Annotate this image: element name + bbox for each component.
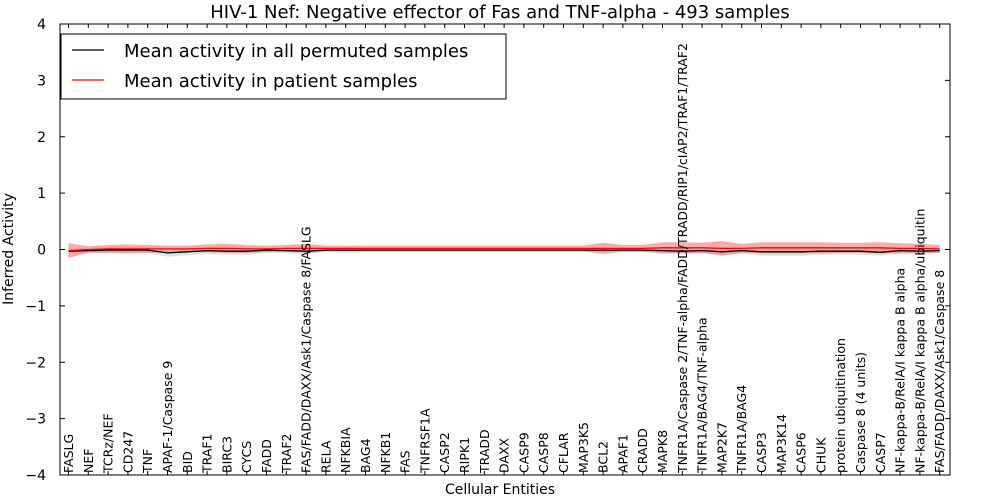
x-tick-label: NFKB1: [378, 432, 393, 473]
series-line-1: [68, 247, 940, 252]
x-tick-label: CASP9: [516, 432, 531, 473]
y-tick-label: −3: [25, 412, 46, 428]
x-tick-label: CASP2: [437, 432, 452, 473]
y-tick-label: 3: [37, 73, 46, 89]
x-tick-label: TNFR1A/Caspase 2/TNF-alpha/FADD/TRADD/RI…: [675, 43, 690, 474]
x-tick-label: TRAF1: [200, 433, 215, 474]
legend: Mean activity in all permuted samples Me…: [60, 33, 507, 100]
legend-label-permuted: Mean activity in all permuted samples: [124, 41, 468, 62]
x-tick-label: FAS: [398, 450, 413, 473]
series-layer: [68, 247, 940, 254]
x-tick-label: BID: [180, 451, 195, 473]
y-tick-label: 4: [37, 17, 46, 33]
x-tick-label: BCL2: [596, 441, 611, 473]
x-tick-label: FAS/FADD/DAXX/Ask1/Caspase 8/FASLG: [299, 226, 314, 473]
x-tick-layer: [68, 24, 941, 475]
x-tick-label: NEF: [81, 449, 96, 473]
x-tick-label: CFLAR: [556, 432, 571, 473]
series-line-0: [68, 249, 940, 254]
y-axis-label: Inferred Activity: [1, 193, 17, 305]
x-tick-label: DAXX: [497, 437, 512, 473]
x-tick-label: Caspase 8 (4 units): [853, 352, 868, 473]
x-tick-label-layer: FASLG NEF TCRz/NEF CD247 TNF APAF-1/Caspase 9…: [61, 43, 947, 474]
x-tick-label: TNFR1A/BAG4/TNF-alpha: [695, 317, 710, 474]
x-tick-label: MAP3K14: [774, 414, 789, 473]
x-tick-label: APAF-1/Caspase 9: [160, 361, 175, 473]
y-tick-layer: 4 3 2 1 0 −1 −2 −3 −4: [25, 17, 950, 484]
x-tick-label: APAF1: [615, 434, 630, 473]
x-tick-label: FASLG: [61, 434, 76, 473]
y-tick-label: −2: [25, 355, 46, 371]
x-tick-label: FAS/FADD/DAXX/Ask1/Caspase 8: [932, 270, 947, 473]
x-tick-label: CASP3: [754, 432, 769, 473]
legend-label-patient: Mean activity in patient samples: [124, 71, 418, 92]
x-tick-label: RIPK1: [457, 437, 472, 473]
x-tick-label: CASP8: [536, 432, 551, 473]
x-tick-label: CD247: [120, 431, 135, 473]
x-tick-label: NF-kappa-B/RelA/I kappa B alpha/ubiquiti…: [912, 209, 927, 473]
y-tick-label: −1: [25, 299, 46, 315]
x-tick-label: TNFR1A/BAG4: [734, 385, 749, 474]
legend-frame: [60, 33, 507, 100]
x-axis-label: Cellular Entities: [445, 482, 555, 498]
x-tick-label: TNF: [140, 449, 155, 474]
x-tick-label: CYCS: [239, 441, 254, 473]
x-tick-label: CHUK: [813, 437, 828, 473]
x-tick-label: TRADD: [477, 429, 492, 474]
x-tick-label: TNFRSF1A: [417, 408, 432, 474]
y-tick-label: 2: [37, 130, 46, 146]
x-tick-label: MAPK8: [655, 430, 670, 473]
x-tick-label: CASP6: [794, 432, 809, 473]
x-tick-label: MAP2K7: [714, 422, 729, 473]
x-tick-label: CASP7: [873, 432, 888, 473]
x-tick-label: RELA: [318, 440, 333, 473]
x-tick-label: TRAF2: [279, 433, 294, 474]
x-tick-label: NFKBIA: [338, 427, 353, 473]
plot-area-frame: [59, 23, 951, 476]
y-tick-label: 1: [37, 186, 46, 202]
x-tick-label: NF-kappa-B/RelA/I kappa B alpha: [893, 268, 908, 473]
x-tick-label: TCRz/NEF: [101, 413, 116, 474]
chart-title: HIV-1 Nef: Negative effector of Fas and …: [210, 2, 789, 23]
x-tick-label: FADD: [259, 439, 274, 473]
x-tick-label: BAG4: [358, 438, 373, 473]
x-tick-label: CRADD: [635, 428, 650, 473]
x-tick-label: BIRC3: [219, 436, 234, 473]
x-tick-label: MAP3K5: [576, 422, 591, 473]
y-tick-label: −4: [25, 468, 46, 484]
x-tick-label: protein ubiquitination: [833, 338, 848, 473]
y-tick-label: 0: [37, 243, 46, 259]
